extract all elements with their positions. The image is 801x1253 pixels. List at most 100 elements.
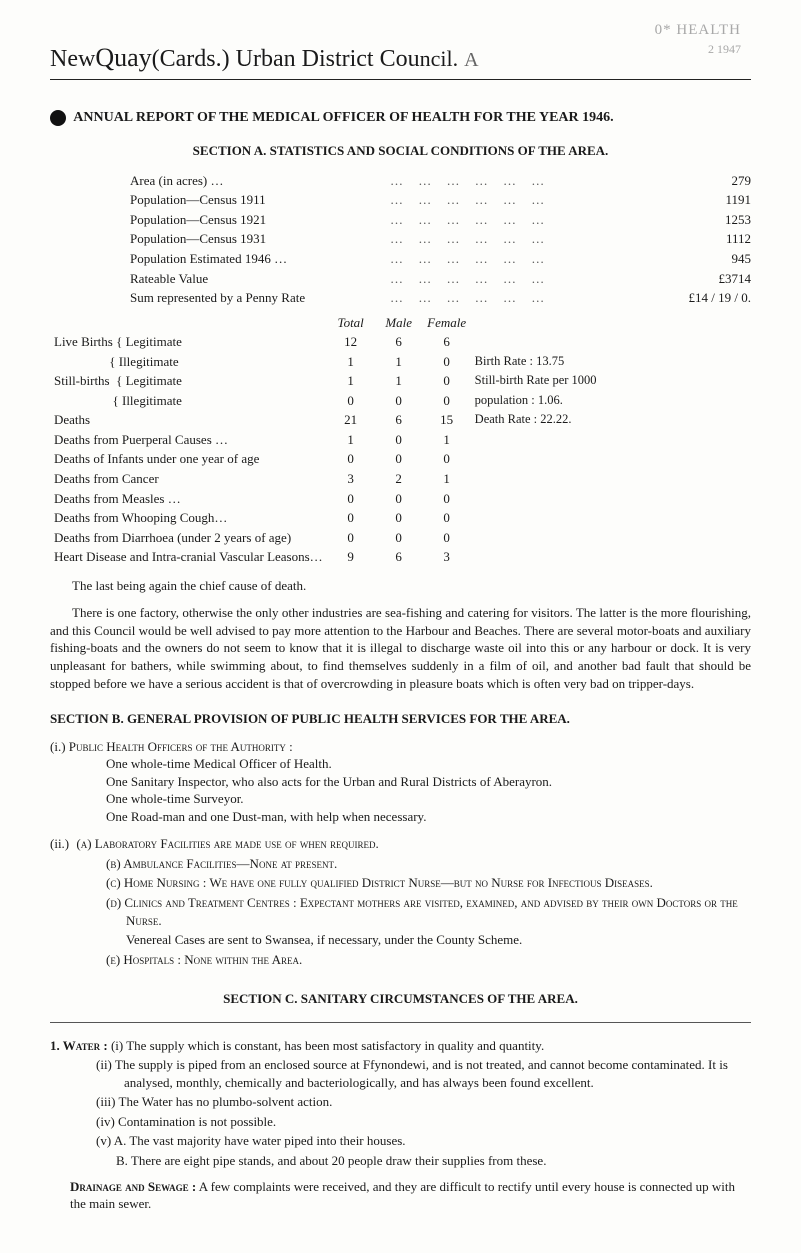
water-iii: (iii) The Water has no plumbo-solvent ac… bbox=[96, 1093, 751, 1111]
vital-total: 9 bbox=[327, 547, 375, 567]
section-b-head: SECTION B. GENERAL PROVISION OF PUBLIC H… bbox=[50, 710, 751, 728]
stats-value: 1112 bbox=[671, 230, 751, 248]
vital-label: Deaths of Infants under one year of age bbox=[50, 449, 327, 469]
water-block: 1. Water : (i) The supply which is const… bbox=[50, 1037, 751, 1055]
vital-total: 0 bbox=[327, 528, 375, 548]
vital-total: 0 bbox=[327, 489, 375, 509]
i-line: One Sanitary Inspector, who also acts fo… bbox=[106, 773, 751, 791]
vital-total: 12 bbox=[327, 332, 375, 352]
vital-note bbox=[471, 489, 751, 509]
vital-label: Deaths bbox=[50, 410, 327, 430]
vital-label: { Illegitimate bbox=[50, 352, 327, 372]
stats-label: Population—Census 1921 bbox=[50, 211, 390, 229]
vital-male: 0 bbox=[375, 528, 423, 548]
vital-male: 1 bbox=[375, 352, 423, 372]
vital-note bbox=[471, 332, 751, 352]
corner-stamp: 0* HEALTH 2 1947 bbox=[655, 20, 741, 58]
stats-label: Population—Census 1911 bbox=[50, 191, 390, 209]
title-quay: Quay bbox=[95, 40, 151, 75]
vital-label: Deaths from Cancer bbox=[50, 469, 327, 489]
vital-total: 1 bbox=[327, 352, 375, 372]
col-male: Male bbox=[385, 315, 412, 330]
title-sub-a: A bbox=[464, 47, 478, 74]
vital-female: 0 bbox=[423, 489, 471, 509]
document-title: New Quay (Cards.) Urban District Cou nci… bbox=[50, 40, 751, 80]
vital-female: 0 bbox=[423, 449, 471, 469]
vital-label: Still-births { Legitimate bbox=[50, 371, 327, 391]
stats-value: 279 bbox=[671, 172, 751, 190]
area-stats: Area (in acres) …… … … … … …279Populatio… bbox=[50, 172, 751, 307]
vital-label: Deaths from Measles … bbox=[50, 489, 327, 509]
vital-total: 1 bbox=[327, 430, 375, 450]
stats-value: 945 bbox=[671, 250, 751, 268]
vital-note bbox=[471, 469, 751, 489]
table-row: Heart Disease and Intra-cranial Vascular… bbox=[50, 547, 751, 567]
table-row: Deaths from Whooping Cough…000 bbox=[50, 508, 751, 528]
section-b-i: (i.) Public Health Officers of the Autho… bbox=[50, 738, 751, 756]
water-i: (i) The supply which is constant, has be… bbox=[111, 1038, 544, 1053]
vital-stats-table: Total Male Female Live Births { Legitima… bbox=[50, 313, 751, 567]
stats-dots: … … … … … … bbox=[390, 270, 671, 288]
stats-row: Rateable Value… … … … … …£3714 bbox=[50, 270, 751, 288]
table-row: { Illegitimate000 population : 1.06. bbox=[50, 391, 751, 411]
section-c-head: SECTION C. SANITARY CIRCUMSTANCES OF THE… bbox=[50, 990, 751, 1008]
water-label: 1. Water : bbox=[50, 1038, 108, 1053]
stats-value: 1253 bbox=[671, 211, 751, 229]
vital-male: 1 bbox=[375, 371, 423, 391]
i-line: One Road-man and one Dust-man, with help… bbox=[106, 808, 751, 826]
title-mid: (Cards.) Urban District Cou bbox=[152, 43, 420, 75]
vital-male: 2 bbox=[375, 469, 423, 489]
table-row: Deaths of Infants under one year of age0… bbox=[50, 449, 751, 469]
vital-male: 6 bbox=[375, 547, 423, 567]
vital-label: Deaths from Diarrhoea (under 2 years of … bbox=[50, 528, 327, 548]
stats-value: 1191 bbox=[671, 191, 751, 209]
vital-note: Birth Rate : 13.75 bbox=[471, 352, 751, 372]
vital-total: 0 bbox=[327, 391, 375, 411]
ii-label: (ii.) bbox=[50, 836, 69, 851]
section-a-para2: There is one factory, otherwise the only… bbox=[50, 604, 751, 692]
section-b-ii: (ii.) (a) Laboratory Facilities are made… bbox=[50, 835, 751, 853]
drainage-label: Drainage and Sewage : bbox=[70, 1179, 196, 1194]
i-label: (i.) bbox=[50, 739, 69, 754]
title-ncil: ncil. bbox=[420, 44, 459, 74]
vital-note: population : 1.06. bbox=[471, 391, 751, 411]
divider bbox=[50, 1022, 751, 1023]
stats-dots: … … … … … … bbox=[390, 230, 671, 248]
stats-row: Population—Census 1931… … … … … …1112 bbox=[50, 230, 751, 248]
vital-female: 0 bbox=[423, 352, 471, 372]
stats-row: Area (in acres) …… … … … … …279 bbox=[50, 172, 751, 190]
vital-female: 1 bbox=[423, 469, 471, 489]
stamp-line-1: 0* HEALTH bbox=[655, 20, 741, 41]
vital-female: 1 bbox=[423, 430, 471, 450]
i-lines: One whole-time Medical Officer of Health… bbox=[50, 755, 751, 825]
vital-male: 0 bbox=[375, 391, 423, 411]
vital-male: 0 bbox=[375, 508, 423, 528]
ii-b: (b) Ambulance Facilities—None at present… bbox=[106, 856, 337, 871]
ii-e: (e) Hospitals : None within the Area. bbox=[106, 952, 302, 967]
stats-dots: … … … … … … bbox=[390, 250, 671, 268]
col-total: Total bbox=[338, 315, 364, 330]
vital-note bbox=[471, 449, 751, 469]
water-v-a: (v) A. The vast majority have water pipe… bbox=[96, 1132, 751, 1150]
table-row: Deaths from Diarrhoea (under 2 years of … bbox=[50, 528, 751, 548]
stats-dots: … … … … … … bbox=[390, 191, 671, 209]
title-left: New bbox=[50, 43, 95, 75]
stats-dots: … … … … … … bbox=[390, 172, 671, 190]
vital-total: 0 bbox=[327, 449, 375, 469]
vital-label: Deaths from Puerperal Causes … bbox=[50, 430, 327, 450]
stats-row: Population—Census 1911… … … … … …1191 bbox=[50, 191, 751, 209]
table-row: Deaths from Puerperal Causes …101 bbox=[50, 430, 751, 450]
ii-d: (d) Clinics and Treatment Centres : Expe… bbox=[106, 895, 738, 928]
vital-male: 6 bbox=[375, 332, 423, 352]
annual-title: ANNUAL REPORT OF THE MEDICAL OFFICER OF … bbox=[73, 110, 613, 125]
i-title: Public Health Officers of the Authority … bbox=[69, 739, 293, 754]
stats-dots: … … … … … … bbox=[390, 211, 671, 229]
bullet-icon bbox=[50, 110, 66, 126]
section-a-head: SECTION A. STATISTICS AND SOCIAL CONDITI… bbox=[50, 142, 751, 160]
vital-female: 0 bbox=[423, 391, 471, 411]
stats-label: Population Estimated 1946 … bbox=[50, 250, 390, 268]
vital-note bbox=[471, 508, 751, 528]
vital-note: Death Rate : 22.22. bbox=[471, 410, 751, 430]
water-ii: (ii) The supply is piped from an enclose… bbox=[96, 1056, 751, 1091]
vital-male: 0 bbox=[375, 489, 423, 509]
